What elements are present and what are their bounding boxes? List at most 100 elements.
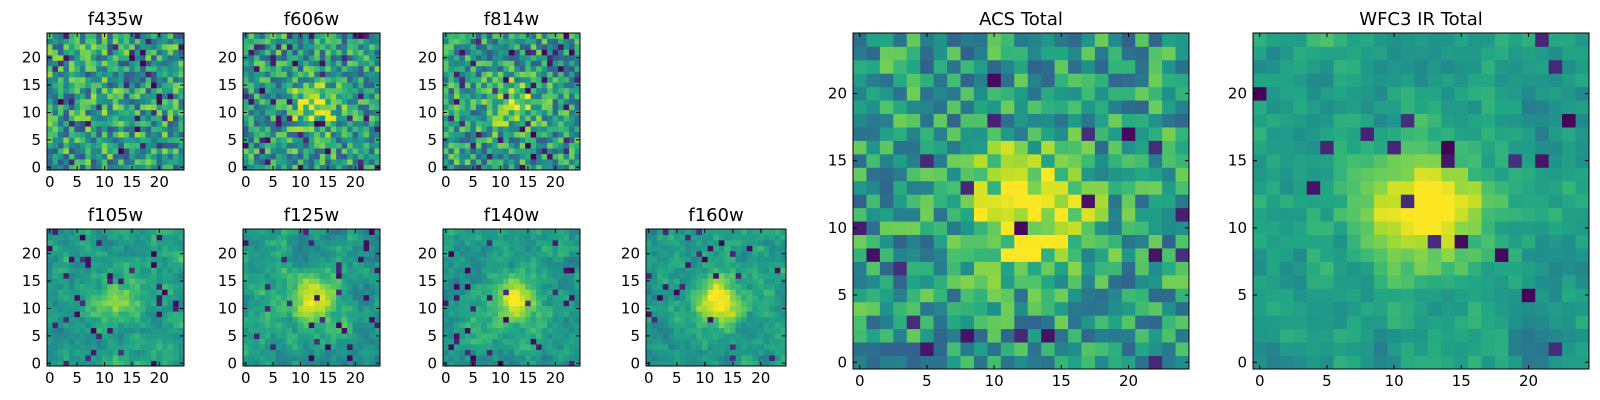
heatmap-cell (363, 115, 370, 122)
heatmap-cell (530, 148, 537, 154)
heatmap-cell (690, 245, 697, 252)
heatmap-cell (259, 289, 266, 296)
heatmap-cell (492, 109, 499, 116)
heatmap-cell (690, 338, 697, 345)
heatmap-cell (156, 159, 163, 165)
heatmap-cell (558, 76, 564, 83)
heatmap-cell (358, 278, 364, 285)
heatmap-cell (303, 49, 310, 56)
heatmap-cell (129, 272, 136, 279)
heatmap-cell (173, 311, 179, 318)
heatmap-cell (674, 234, 680, 241)
heatmap-cell (1162, 274, 1176, 289)
heatmap-cell (292, 355, 299, 361)
heatmap-cell (459, 137, 466, 143)
heatmap-cell (74, 43, 81, 50)
heatmap-cell (308, 33, 315, 39)
heatmap-cell (352, 272, 359, 279)
heatmap-cell (464, 267, 471, 274)
heatmap-cell (443, 316, 449, 323)
heatmap-cell (243, 38, 249, 45)
heatmap-cell (336, 98, 343, 105)
heatmap-cell (253, 54, 260, 61)
heatmap-cell (297, 126, 304, 133)
heatmap-cell (347, 245, 353, 252)
heatmap-cell (336, 164, 343, 171)
heatmap-cell (933, 288, 948, 303)
heatmap-cell (1175, 194, 1190, 209)
heatmap-cell (369, 229, 375, 235)
heatmap-cell (314, 344, 321, 350)
heatmap-cell (96, 355, 103, 361)
heatmap-cell (1094, 221, 1109, 235)
heatmap-cell (558, 229, 564, 235)
heatmap-cell (352, 349, 359, 356)
heatmap-cell (569, 98, 575, 105)
heatmap-cell (1175, 207, 1190, 222)
heatmap-cell (325, 333, 332, 339)
heatmap-cell (101, 120, 108, 127)
heatmap-cell (718, 344, 725, 350)
heatmap-cell (264, 159, 271, 165)
heatmap-cell (668, 289, 675, 296)
heatmap-cell (85, 148, 92, 154)
heatmap-cell (292, 76, 299, 83)
heatmap-cell (259, 327, 266, 334)
heatmap-cell (167, 333, 174, 339)
heatmap-cell (325, 142, 332, 149)
heatmap-cell (243, 43, 249, 50)
heatmap-cell (286, 126, 293, 133)
heatmap-cell (497, 344, 504, 350)
heatmap-cell (107, 267, 114, 274)
heatmap-cell (123, 60, 130, 67)
heatmap-cell (492, 250, 499, 257)
heatmap-cell (173, 115, 179, 122)
heatmap-cell (547, 126, 553, 133)
heatmap-cell (369, 333, 375, 339)
heatmap-cell (769, 305, 776, 312)
heatmap-cell (475, 49, 482, 56)
heatmap-cell (558, 322, 564, 329)
heatmap-cell (140, 278, 147, 285)
heatmap-cell (151, 159, 157, 165)
heatmap-cell (330, 338, 337, 345)
heatmap-cell (85, 33, 92, 39)
heatmap-cell (336, 142, 343, 149)
heatmap-cell (741, 300, 748, 307)
heatmap-cell (547, 250, 553, 257)
heatmap-cell (85, 250, 92, 257)
heatmap-cell (448, 43, 455, 50)
heatmap-cell (459, 82, 466, 89)
heatmap-cell (668, 316, 675, 323)
heatmap-cell (569, 54, 575, 61)
heatmap-cell (57, 349, 64, 356)
heatmap-cell (145, 126, 152, 133)
heatmap-cell (96, 49, 103, 56)
heatmap-cell (503, 322, 510, 329)
heatmap-cell (286, 76, 293, 83)
heatmap-cell (129, 283, 136, 290)
heatmap-cell (470, 93, 477, 100)
heatmap-cell (481, 234, 488, 241)
heatmap-cell (503, 245, 510, 252)
heatmap-cell (475, 316, 482, 323)
heatmap-cell (763, 234, 770, 241)
heatmap-cell (481, 98, 488, 105)
heatmap-cell (481, 333, 488, 339)
heatmap-cell (547, 43, 553, 50)
heatmap-cell (769, 360, 776, 367)
heatmap-cell (363, 272, 370, 279)
heatmap-cell (151, 272, 157, 279)
heatmap-cell (85, 43, 92, 50)
heatmap-cell (134, 142, 141, 149)
heatmap-cell (347, 104, 353, 111)
heatmap-cell (253, 33, 260, 39)
heatmap-cell (314, 333, 321, 339)
heatmap-cell (101, 272, 108, 279)
heatmap-cell (1027, 207, 1042, 222)
heatmap-cell (243, 142, 249, 149)
heatmap-cell (286, 49, 293, 56)
heatmap-cell (297, 49, 304, 56)
heatmap-cell (920, 207, 935, 222)
heatmap-cell (264, 355, 271, 361)
